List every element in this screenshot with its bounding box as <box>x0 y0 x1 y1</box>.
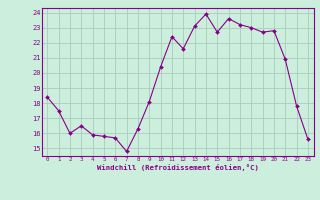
X-axis label: Windchill (Refroidissement éolien,°C): Windchill (Refroidissement éolien,°C) <box>97 164 259 171</box>
